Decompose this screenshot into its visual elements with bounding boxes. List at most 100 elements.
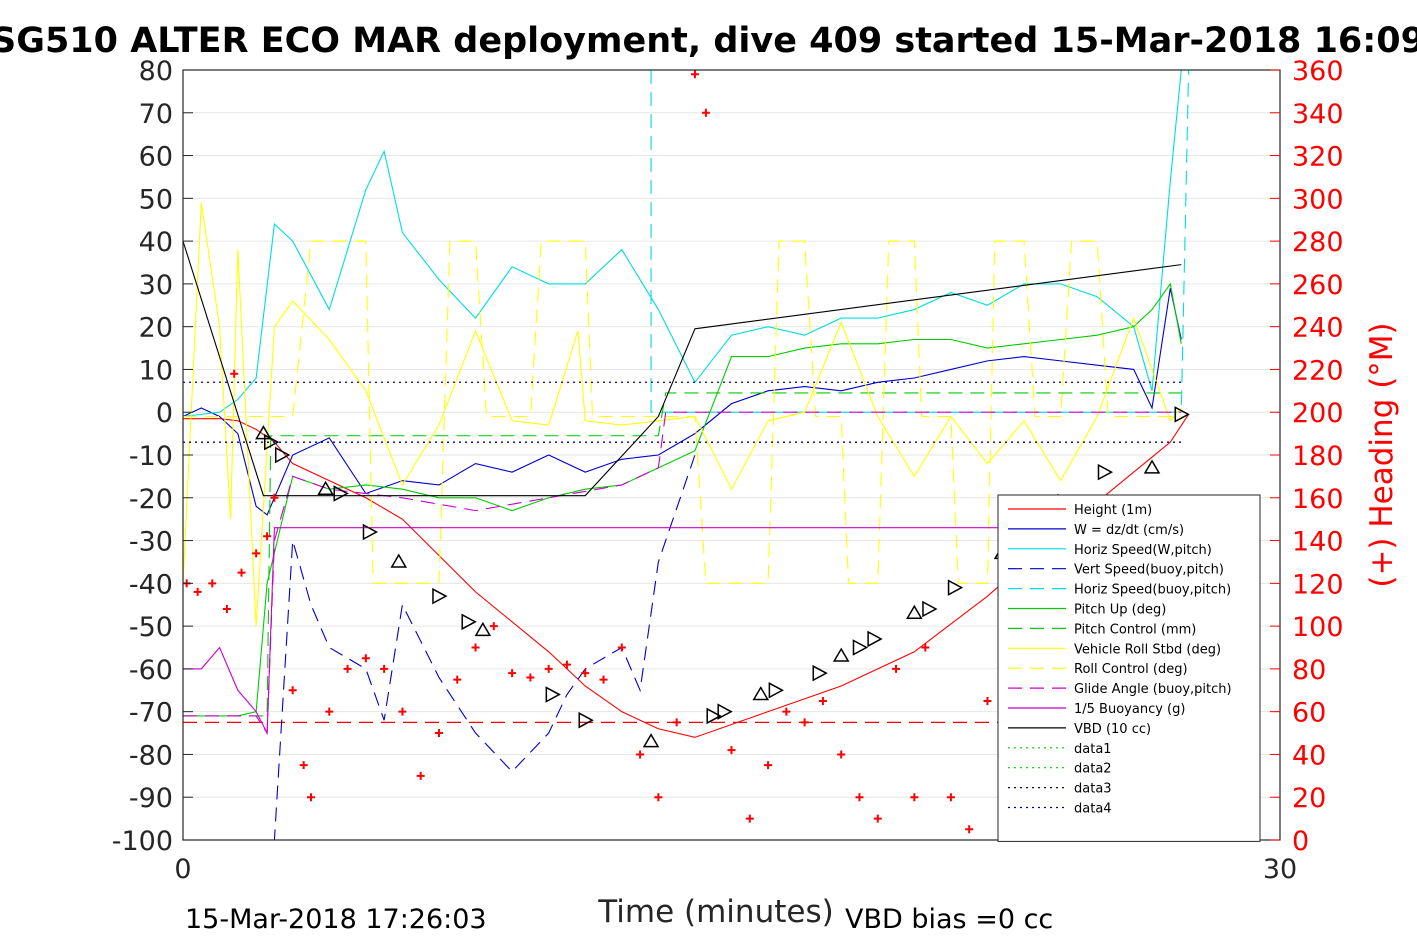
legend: Height (1m) W = dz/dt (cm/s) Horiz Speed(W… bbox=[997, 494, 1261, 842]
heading-point bbox=[921, 643, 930, 652]
heading-point bbox=[782, 707, 791, 716]
right-tick-label: 320 bbox=[1292, 142, 1344, 173]
heading-point bbox=[764, 761, 773, 770]
heading-point bbox=[800, 718, 809, 727]
heading-point bbox=[508, 669, 517, 678]
right-tick-label: 340 bbox=[1292, 99, 1344, 130]
left-tick-label: -100 bbox=[112, 826, 173, 857]
left-tick-label: 50 bbox=[139, 184, 173, 215]
left-tick-label: -40 bbox=[129, 569, 173, 600]
right-tick-label: 160 bbox=[1292, 484, 1344, 515]
right-tick-label: 360 bbox=[1292, 56, 1344, 87]
left-tick-label: -50 bbox=[129, 612, 173, 643]
heading-point bbox=[237, 568, 246, 577]
right-tick-label: 240 bbox=[1292, 313, 1344, 344]
right-tick-label: 120 bbox=[1292, 569, 1344, 600]
heading-point bbox=[416, 771, 425, 780]
series-line-1 bbox=[183, 288, 1182, 516]
series-line-3 bbox=[183, 454, 696, 840]
legend-entry: W = dz/dt (cm/s) bbox=[1074, 523, 1184, 538]
heading-point bbox=[252, 549, 261, 558]
series-line-2 bbox=[183, 70, 1182, 418]
depth-marker bbox=[578, 711, 594, 729]
left-tick-label: -20 bbox=[129, 484, 173, 515]
heading-point bbox=[983, 696, 992, 705]
heading-point bbox=[208, 579, 217, 588]
legend-entry: VBD (10 cc) bbox=[1074, 722, 1151, 737]
chart-title: SG510 ALTER ECO MAR deployment, dive 409… bbox=[0, 21, 1417, 61]
left-tick-label: -80 bbox=[129, 740, 173, 771]
depth-marker bbox=[317, 480, 334, 495]
depth-marker bbox=[390, 553, 408, 568]
legend-entry: Vert Speed(buoy,pitch) bbox=[1074, 563, 1224, 578]
depth-marker bbox=[812, 664, 828, 682]
series-line-8 bbox=[183, 240, 1182, 584]
footer-timestamp: 15-Mar-2018 17:26:03 bbox=[185, 904, 487, 935]
left-tick-label: 70 bbox=[139, 99, 173, 130]
heading-point bbox=[544, 664, 553, 673]
left-tick-label: 20 bbox=[139, 313, 173, 344]
depth-marker bbox=[706, 707, 722, 725]
depth-marker bbox=[717, 703, 733, 720]
depth-marker bbox=[752, 686, 770, 701]
heading-point bbox=[526, 673, 535, 682]
depth-marker bbox=[274, 446, 291, 464]
left-tick-label: 60 bbox=[139, 142, 173, 173]
right-tick-label: 300 bbox=[1292, 184, 1344, 215]
right-tick-label: 280 bbox=[1292, 227, 1344, 258]
series-line-4 bbox=[650, 70, 1190, 413]
heading-point bbox=[727, 746, 736, 755]
heading-point bbox=[910, 793, 919, 802]
depth-marker bbox=[1174, 406, 1190, 423]
legend-entry: Roll Control (deg) bbox=[1074, 662, 1188, 677]
heading-point bbox=[471, 643, 480, 652]
depth-marker bbox=[545, 686, 561, 703]
depth-marker bbox=[333, 485, 349, 502]
heading-point bbox=[818, 696, 827, 705]
legend-entry: data2 bbox=[1074, 762, 1112, 777]
legend-entry: Pitch Up (deg) bbox=[1074, 603, 1166, 618]
depth-marker bbox=[255, 425, 272, 440]
heading-point bbox=[654, 793, 663, 802]
heading-point bbox=[873, 814, 882, 823]
series-line-10 bbox=[183, 527, 1182, 736]
left-tick-label: 80 bbox=[139, 56, 173, 87]
depth-marker bbox=[474, 621, 492, 637]
right-tick-label: 220 bbox=[1292, 355, 1344, 386]
heading-point bbox=[745, 814, 754, 823]
x-tick-label: 0 bbox=[174, 854, 191, 885]
heading-point bbox=[193, 587, 202, 596]
heading-point bbox=[230, 369, 239, 378]
depth-marker bbox=[1143, 459, 1161, 474]
heading-point bbox=[690, 70, 699, 79]
left-tick-label: -30 bbox=[129, 527, 173, 558]
heading-point bbox=[299, 761, 308, 770]
legend-entry: Vehicle Roll Stbd (deg) bbox=[1074, 642, 1221, 657]
legend-entry: Horiz Speed(buoy,pitch) bbox=[1074, 583, 1231, 598]
heading-point bbox=[489, 622, 498, 631]
depth-marker bbox=[832, 647, 850, 662]
right-tick-label: 60 bbox=[1292, 698, 1326, 729]
heading-point bbox=[581, 669, 590, 678]
heading-point bbox=[672, 718, 681, 727]
heading-point bbox=[701, 108, 710, 117]
heading-point bbox=[562, 660, 571, 669]
heading-point bbox=[434, 729, 443, 738]
heading-point bbox=[636, 750, 645, 759]
right-tick-label: 140 bbox=[1292, 527, 1344, 558]
depth-marker bbox=[906, 604, 923, 620]
left-tick-label: -10 bbox=[129, 441, 173, 472]
right-tick-label: 40 bbox=[1292, 740, 1326, 771]
depth-marker bbox=[461, 613, 477, 631]
heading-point bbox=[380, 664, 389, 673]
left-tick-label: 0 bbox=[156, 398, 173, 429]
heading-point bbox=[617, 643, 626, 652]
heading-point bbox=[263, 532, 272, 541]
legend-entry: data3 bbox=[1074, 782, 1112, 797]
legend-entry: data4 bbox=[1074, 802, 1112, 817]
heading-point bbox=[946, 793, 955, 802]
right-axis-label: (+) Heading (°M) bbox=[1364, 322, 1400, 587]
left-tick-label: -60 bbox=[129, 655, 173, 686]
heading-point bbox=[288, 686, 297, 695]
